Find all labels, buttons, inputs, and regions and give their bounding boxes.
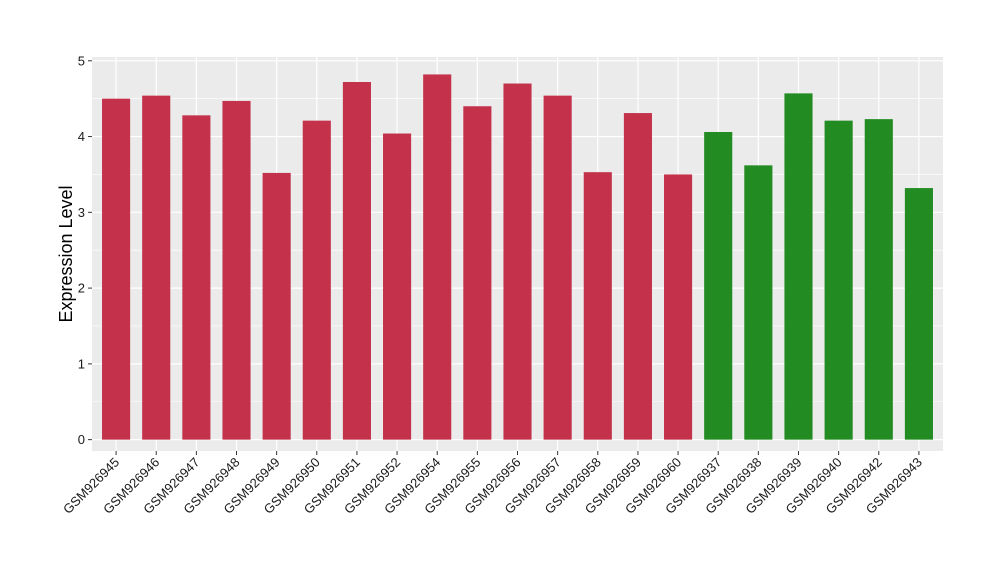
y-tick-label: 3: [78, 205, 85, 220]
bar-GSM926957: [543, 95, 572, 440]
x-axis: GSM926945GSM926946GSM926947GSM926948GSM9…: [60, 451, 925, 517]
bar-GSM926955: [463, 106, 492, 440]
bar-GSM926956: [503, 83, 532, 440]
bar-GSM926951: [342, 82, 371, 440]
y-tick-label: 0: [78, 432, 85, 447]
bar-GSM926959: [623, 113, 652, 440]
y-tick-label: 4: [78, 129, 85, 144]
bar-GSM926947: [182, 115, 211, 440]
bars: [102, 74, 933, 440]
y-tick-label: 2: [78, 281, 85, 296]
bar-GSM926937: [704, 132, 733, 440]
bar-GSM926938: [744, 165, 773, 440]
y-tick-label: 1: [78, 356, 85, 371]
bar-GSM926950: [302, 120, 331, 440]
bar-GSM926943: [904, 188, 933, 440]
bar-GSM926940: [824, 120, 853, 440]
bar-GSM926949: [262, 172, 291, 440]
bar-GSM926960: [664, 174, 693, 440]
y-tick-label: 5: [78, 53, 85, 68]
bar-GSM926939: [784, 93, 813, 440]
bar-GSM926954: [423, 74, 452, 440]
y-axis: 0 1 2 3 4 5: [78, 53, 92, 447]
bar-GSM926945: [102, 98, 131, 440]
bar-GSM926952: [383, 133, 412, 440]
bar-GSM926958: [583, 172, 612, 440]
bar-GSM926948: [222, 100, 251, 440]
y-axis-title: Expression Level: [56, 185, 76, 322]
bar-GSM926942: [864, 119, 893, 440]
bar-GSM926946: [142, 95, 171, 440]
